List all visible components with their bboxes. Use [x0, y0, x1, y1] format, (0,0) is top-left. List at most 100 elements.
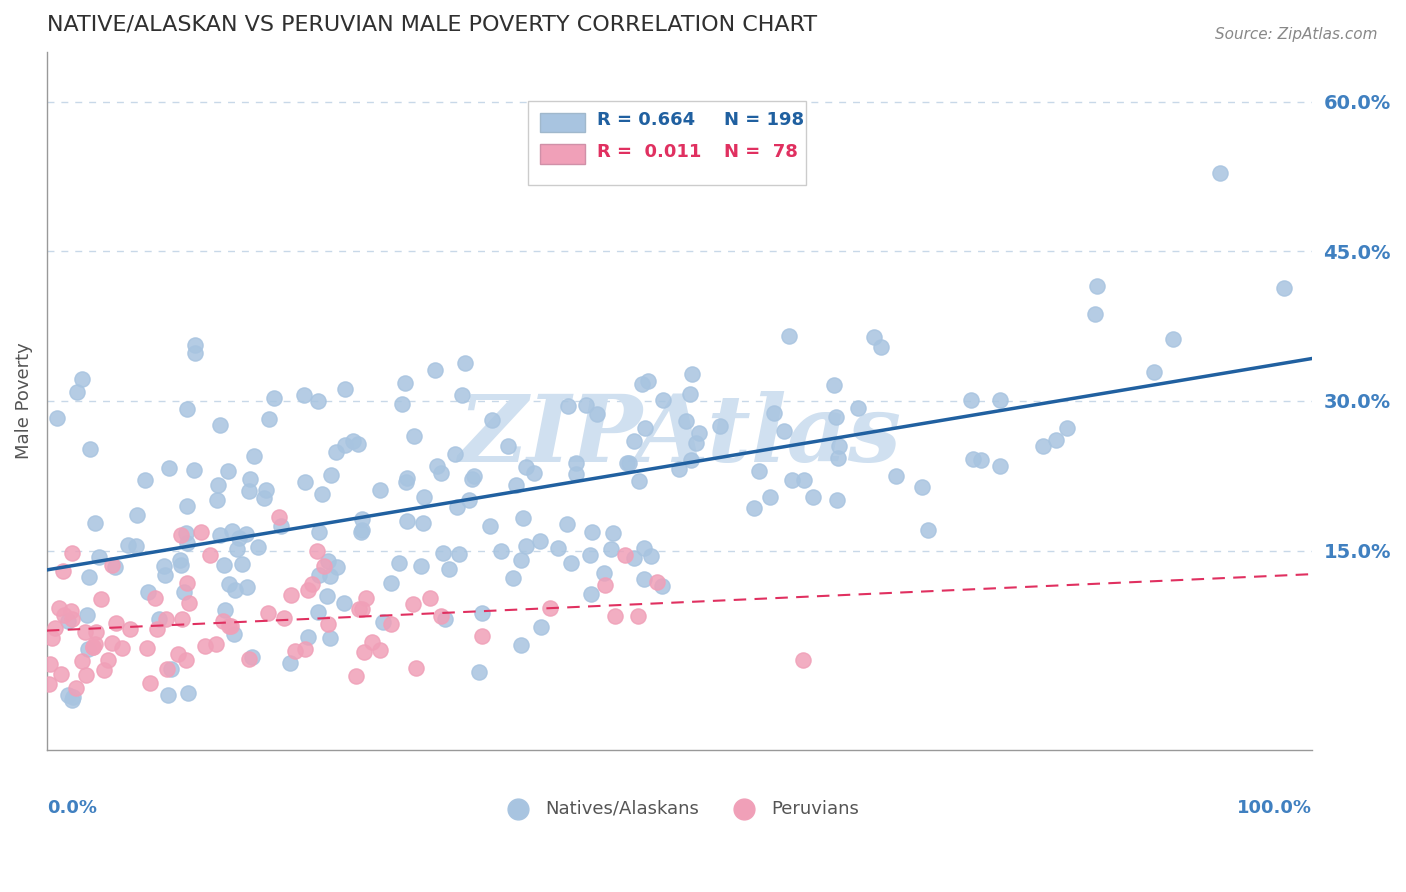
- Point: [146, 622, 169, 636]
- Point: [297, 630, 319, 644]
- Point: [218, 577, 240, 591]
- Point: [169, 553, 191, 567]
- Point: [246, 540, 269, 554]
- Point: [581, 524, 603, 539]
- Text: N = 198: N = 198: [724, 112, 804, 129]
- Point: [82, 640, 104, 655]
- Point: [305, 543, 328, 558]
- Point: [380, 616, 402, 631]
- Point: [1085, 278, 1108, 293]
- Point: [270, 519, 292, 533]
- Point: [209, 527, 232, 541]
- Point: [73, 625, 96, 640]
- Point: [347, 602, 370, 616]
- Point: [599, 542, 621, 557]
- Point: [319, 568, 342, 582]
- Point: [62, 690, 84, 704]
- Point: [863, 330, 886, 344]
- Point: [52, 564, 75, 578]
- Point: [307, 393, 329, 408]
- Point: [60, 546, 83, 560]
- Point: [402, 597, 425, 611]
- Point: [630, 377, 652, 392]
- Point: [870, 340, 893, 354]
- Point: [405, 661, 427, 675]
- Point: [174, 653, 197, 667]
- Point: [917, 523, 939, 537]
- FancyBboxPatch shape: [540, 144, 585, 163]
- Point: [429, 609, 451, 624]
- Point: [623, 551, 645, 566]
- Point: [307, 605, 329, 619]
- Point: [602, 526, 624, 541]
- Point: [104, 559, 127, 574]
- Point: [292, 387, 315, 401]
- Point: [593, 577, 616, 591]
- Point: [153, 559, 176, 574]
- Text: R = 0.664: R = 0.664: [598, 112, 696, 129]
- Point: [1163, 332, 1185, 346]
- Point: [56, 689, 79, 703]
- Point: [70, 371, 93, 385]
- Point: [257, 411, 280, 425]
- Point: [222, 627, 245, 641]
- Point: [284, 644, 307, 658]
- Point: [614, 549, 637, 563]
- Point: [60, 693, 83, 707]
- Point: [70, 654, 93, 668]
- Point: [184, 337, 207, 351]
- Point: [253, 491, 276, 505]
- Point: [481, 413, 503, 427]
- Point: [990, 458, 1012, 473]
- Point: [605, 609, 627, 624]
- Point: [138, 584, 160, 599]
- Point: [170, 528, 193, 542]
- Point: [207, 478, 229, 492]
- Point: [419, 591, 441, 606]
- Point: [668, 461, 690, 475]
- Point: [170, 558, 193, 572]
- Point: [447, 547, 470, 561]
- Point: [1032, 439, 1054, 453]
- Point: [224, 583, 246, 598]
- Point: [391, 396, 413, 410]
- Point: [219, 619, 242, 633]
- Point: [637, 375, 659, 389]
- Text: Source: ZipAtlas.com: Source: ZipAtlas.com: [1215, 27, 1378, 42]
- Point: [316, 589, 339, 603]
- Point: [827, 450, 849, 465]
- Point: [172, 612, 194, 626]
- Point: [273, 611, 295, 625]
- Point: [335, 382, 357, 396]
- Point: [120, 623, 142, 637]
- Point: [780, 473, 803, 487]
- Point: [959, 392, 981, 407]
- Point: [176, 575, 198, 590]
- Point: [236, 580, 259, 594]
- Point: [76, 608, 98, 623]
- Point: [160, 662, 183, 676]
- Point: [97, 653, 120, 667]
- Point: [125, 539, 148, 553]
- Point: [412, 490, 434, 504]
- Point: [640, 549, 662, 563]
- Point: [633, 541, 655, 556]
- Point: [76, 642, 98, 657]
- Point: [409, 558, 432, 573]
- Point: [176, 401, 198, 416]
- Point: [228, 531, 250, 545]
- Point: [235, 527, 257, 541]
- Point: [623, 434, 645, 448]
- Text: R =  0.011: R = 0.011: [598, 143, 702, 161]
- Point: [176, 536, 198, 550]
- Point: [342, 434, 364, 449]
- Point: [679, 387, 702, 401]
- Point: [243, 450, 266, 464]
- Point: [183, 346, 205, 360]
- Point: [633, 572, 655, 586]
- Point: [471, 628, 494, 642]
- Point: [515, 540, 537, 554]
- Point: [148, 612, 170, 626]
- Text: 100.0%: 100.0%: [1237, 799, 1312, 817]
- Point: [547, 541, 569, 555]
